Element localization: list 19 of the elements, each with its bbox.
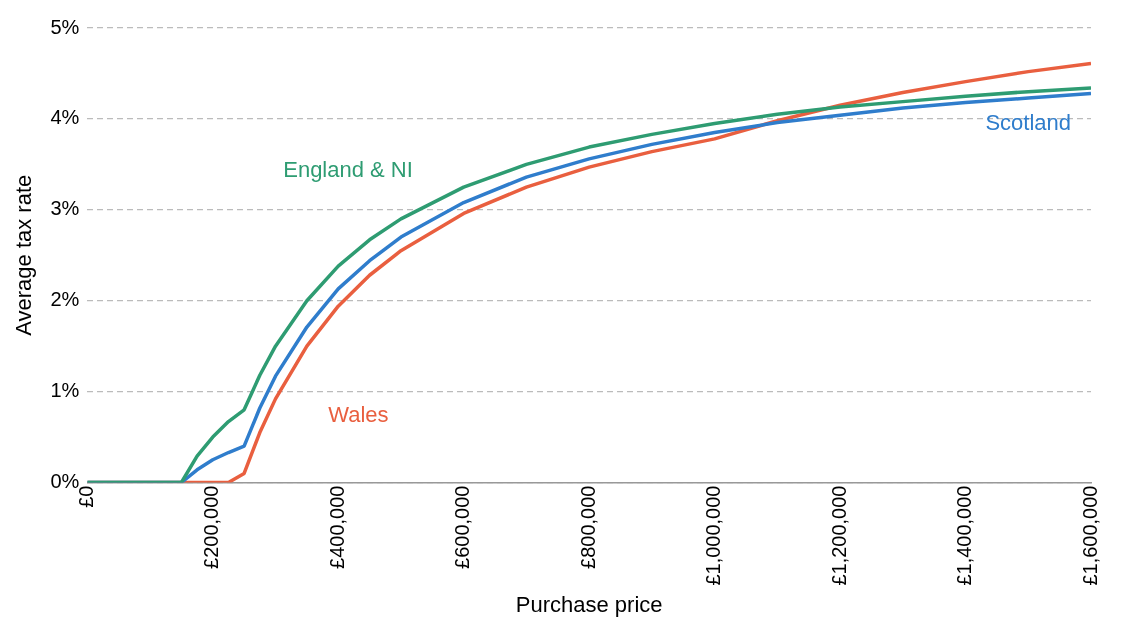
y-tick-label: 5% (50, 15, 80, 38)
y-tick-label: 3% (50, 197, 80, 220)
y-tick-label: 1% (50, 379, 80, 402)
x-tick-label: £1,600,000 (1078, 485, 1101, 586)
y-axis-title: Average tax rate (11, 174, 37, 336)
x-tick-label: £200,000 (200, 485, 223, 569)
text: Wales (328, 402, 389, 428)
x-tick-label: £600,000 (451, 485, 474, 569)
series-label: England & NI (283, 157, 413, 183)
x-tick-label: £1,000,000 (702, 485, 725, 586)
y-tick-label: 0% (50, 470, 80, 493)
x-tick-label: £1,200,000 (827, 485, 850, 586)
series-label: Scotland (985, 109, 1071, 135)
x-tick-label: £800,000 (576, 485, 599, 569)
x-tick-label: £400,000 (325, 485, 348, 569)
x-tick-label: £1,400,000 (953, 485, 976, 586)
y-tick-label: 2% (50, 288, 80, 311)
y-tick-label: 4% (50, 106, 80, 129)
x-axis-title: Purchase price (515, 591, 663, 617)
